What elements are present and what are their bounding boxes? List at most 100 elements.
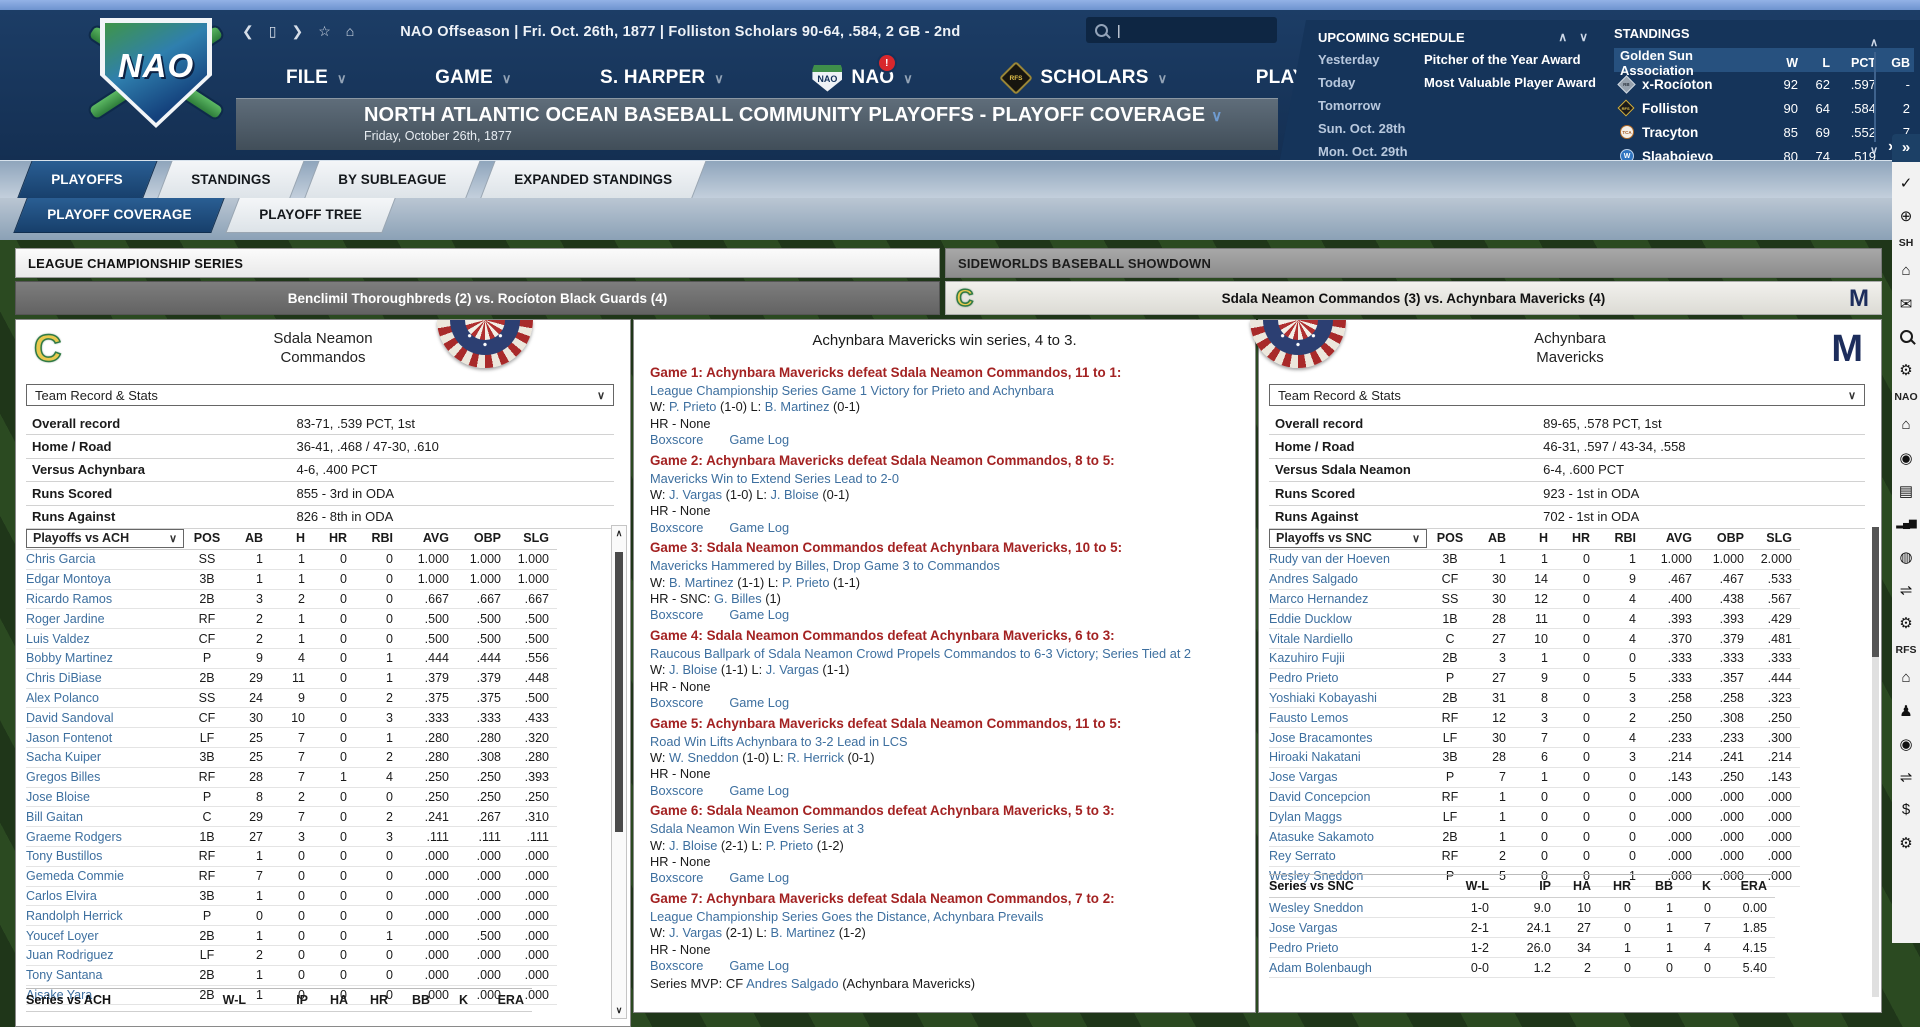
search-input[interactable]: | <box>1086 17 1277 43</box>
mail-icon[interactable]: ✉ <box>1899 295 1913 313</box>
boxscore-link[interactable]: Boxscore <box>650 607 704 623</box>
player-link[interactable]: Marco Hernandez <box>1269 591 1369 606</box>
game-log-link[interactable]: Game Log <box>729 782 790 798</box>
player-row[interactable]: Bobby Martinez P 9 4 0 1 .444 .444 .556 <box>26 649 557 669</box>
boxscore-link[interactable]: Boxscore <box>650 695 704 711</box>
player-link[interactable]: Pedro Prieto <box>1269 671 1339 686</box>
player-row[interactable]: Andres Salgado CF 30 14 0 9 .467 .467 .533 <box>1269 570 1800 590</box>
stats-icon[interactable]: ▂▄▆ <box>1896 518 1916 529</box>
column-header-hr[interactable]: HR <box>369 993 388 1007</box>
mvp-player-link[interactable]: Andres Salgado <box>746 976 839 991</box>
player-link[interactable]: Fausto Lemos <box>1269 710 1349 725</box>
player-link[interactable]: Wesley Sneddon <box>1269 900 1364 915</box>
scouting-icon[interactable]: ◉ <box>1899 449 1913 467</box>
back-icon[interactable]: ❮ <box>242 23 254 39</box>
matchup-lcs[interactable]: Benclimil Thoroughbreds (2) vs. Rocíoton… <box>15 281 940 315</box>
player-row[interactable]: Juan Rodriguez LF 2 0 0 0 .000 .000 .000 <box>26 946 557 966</box>
player-row[interactable]: Rudy van der Hoeven 3B 1 1 0 1 1.000 1.000 2.000 <box>1269 550 1800 570</box>
player-link[interactable]: Andres Salgado <box>1269 572 1358 587</box>
column-header-avg[interactable]: AVG <box>422 531 449 545</box>
player-row[interactable]: Bill Gaitan C 29 7 0 2 .241 .267 .310 <box>26 807 557 828</box>
player-row[interactable]: Edgar Montoya 3B 1 1 0 0 1.000 1.000 1.000 <box>26 570 557 590</box>
player-link[interactable]: Aisake Yara <box>26 987 93 1002</box>
player-row[interactable]: Fausto Lemos RF 12 3 0 2 .250 .308 .250 <box>1269 708 1800 729</box>
column-header-ha[interactable]: HA <box>329 993 348 1007</box>
player-link[interactable]: Wesley Sneddon <box>1269 869 1364 884</box>
player-link[interactable]: Tony Bustillos <box>26 849 103 864</box>
home-icon[interactable]: ⌂ <box>1901 262 1911 279</box>
player-link[interactable]: Jose Vargas <box>1269 770 1338 785</box>
winning-pitcher-link[interactable]: J. Bloise <box>668 837 718 853</box>
player-row[interactable]: Ricardo Ramos 2B 3 2 0 0 .667 .667 .667 <box>26 590 557 610</box>
player-row[interactable]: Hiroaki Nakatani 3B 28 6 0 3 .214 .241 .214 <box>1269 748 1800 768</box>
game-headline-link[interactable]: Road Win Lifts Achynbara to 3-2 Lead in … <box>650 733 908 749</box>
column-header-hr[interactable]: HR <box>1571 531 1590 545</box>
player-link[interactable]: Edgar Montoya <box>26 572 111 587</box>
scroll-down-icon[interactable]: ∨ <box>1870 145 1879 157</box>
player-row[interactable]: Rey Serrato RF 2 0 0 0 .000 .000 .000 <box>1269 847 1800 867</box>
player-row[interactable]: Chris Garcia SS 1 1 0 0 1.000 1.000 1.000 <box>26 550 557 570</box>
subtab-playoff-coverage[interactable]: PLAYOFF COVERAGE <box>13 198 226 233</box>
column-header-w-l[interactable]: W-L <box>1465 879 1489 893</box>
player-row[interactable]: Kazuhiro Fujii 2B 3 1 0 0 .333 .333 .333 <box>1269 649 1800 669</box>
player-row[interactable]: Graeme Rodgers 1B 27 3 0 3 .111 .111 .111 <box>26 827 557 847</box>
batting-filter-dropdown[interactable]: Playoffs vs ACH ∨ <box>26 528 184 548</box>
pitcher-row[interactable]: Jose Vargas 2-1 24.1 27 0 1 7 1.85 <box>1269 918 1775 938</box>
menu-scholars[interactable]: RFS SCHOLARS ∨ <box>999 61 1167 95</box>
game-log-link[interactable]: Game Log <box>729 607 790 623</box>
home-icon[interactable]: ⌂ <box>345 23 355 39</box>
losing-pitcher-link[interactable]: B. Martinez <box>764 399 830 415</box>
boxscore-link[interactable]: Boxscore <box>650 782 704 798</box>
player-row[interactable]: Gemeda Commie RF 7 0 0 0 .000 .000 .000 <box>26 867 557 887</box>
player-link[interactable]: Rey Serrato <box>1269 849 1336 864</box>
pitcher-row[interactable]: Pedro Prieto 1-2 26.0 34 1 1 4 4.15 <box>1269 938 1775 958</box>
settings-icon[interactable]: ⚙ <box>1899 834 1913 852</box>
player-link[interactable]: Youcef Loyer <box>26 928 99 943</box>
player-link[interactable]: Kazuhiro Fujii <box>1269 651 1345 666</box>
losing-pitcher-link[interactable]: J. Vargas <box>765 662 819 678</box>
player-link[interactable]: Juan Rodriguez <box>26 948 114 963</box>
player-link[interactable]: Luis Valdez <box>26 631 90 646</box>
player-link[interactable]: Carlos Elvira <box>26 888 97 903</box>
player-row[interactable]: Alex Polanco SS 24 9 0 2 .375 .375 .500 <box>26 689 557 709</box>
player-row[interactable]: Dylan Maggs LF 1 0 0 0 .000 .000 .000 <box>1269 807 1800 828</box>
losing-pitcher-link[interactable]: P. Prieto <box>765 837 814 853</box>
player-row[interactable]: Aisake Yara 2B 1 0 0 0 .000 .000 .000 <box>26 986 557 1006</box>
column-header-pos[interactable]: POS <box>193 531 221 545</box>
losing-pitcher-link[interactable]: P. Prieto <box>782 574 830 590</box>
manager-icon[interactable]: ♟ <box>1899 702 1913 720</box>
standings-row-tracyton[interactable]: TCA Tracyton 85 69 .552 7 <box>1614 120 1914 144</box>
game-log-link[interactable]: Game Log <box>729 519 790 535</box>
player-link[interactable]: Eddie Ducklow <box>1269 611 1352 626</box>
tab-playoffs[interactable]: PLAYOFFS <box>16 161 158 200</box>
column-header-h[interactable]: H <box>1538 531 1548 545</box>
game-headline-link[interactable]: Raucous Ballpark of Sdala Neamon Crowd P… <box>650 645 1192 661</box>
home-icon[interactable]: ⌂ <box>1901 416 1911 433</box>
losing-pitcher-link[interactable]: B. Martinez <box>770 925 836 941</box>
winning-pitcher-link[interactable]: W. Sneddon <box>668 749 739 765</box>
schedule-row[interactable]: Today Most Valuable Player Award <box>1318 71 1606 94</box>
transactions-icon[interactable]: ⇌ <box>1899 581 1913 599</box>
favorite-icon[interactable]: ☆ <box>318 23 331 39</box>
player-link[interactable]: Alex Polanco <box>26 690 99 705</box>
losing-pitcher-link[interactable]: J. Bloise <box>770 487 819 503</box>
player-link[interactable]: David Sandoval <box>26 710 114 725</box>
collapse-sidebar-button[interactable]: » <box>1892 134 1920 162</box>
game-log-link[interactable]: Game Log <box>729 870 790 886</box>
schedule-row[interactable]: Sun. Oct. 28th <box>1318 117 1606 140</box>
tab-by-subleague[interactable]: BY SUBLEAGUE <box>303 161 481 200</box>
scroll-up-icon[interactable]: ∧ <box>1558 30 1568 44</box>
game-headline-link[interactable]: League Championship Series Game 1 Victor… <box>650 383 1054 398</box>
player-row[interactable]: Jose Bloise P 8 2 0 0 .250 .250 .250 <box>26 788 557 808</box>
settings-icon[interactable]: ⚙ <box>1899 614 1913 632</box>
baseball-icon[interactable]: ◍ <box>1899 548 1913 566</box>
scouting-icon[interactable]: ◉ <box>1899 735 1913 753</box>
player-link[interactable]: Vitale Nardiello <box>1269 631 1353 646</box>
player-row[interactable]: Eddie Ducklow 1B 28 11 0 4 .393 .393 .429 <box>1269 609 1800 630</box>
player-link[interactable]: Jose Bloise <box>26 789 90 804</box>
scrollbar-thumb[interactable] <box>1872 527 1879 657</box>
player-row[interactable]: Yoshiaki Kobayashi 2B 31 8 0 3 .258 .258 .323 <box>1269 689 1800 709</box>
player-row[interactable]: Jose Bracamontes LF 30 7 0 4 .233 .233 .300 <box>1269 728 1800 748</box>
column-header-hr[interactable]: HR <box>328 531 347 545</box>
scrollbar[interactable] <box>1872 527 1879 997</box>
